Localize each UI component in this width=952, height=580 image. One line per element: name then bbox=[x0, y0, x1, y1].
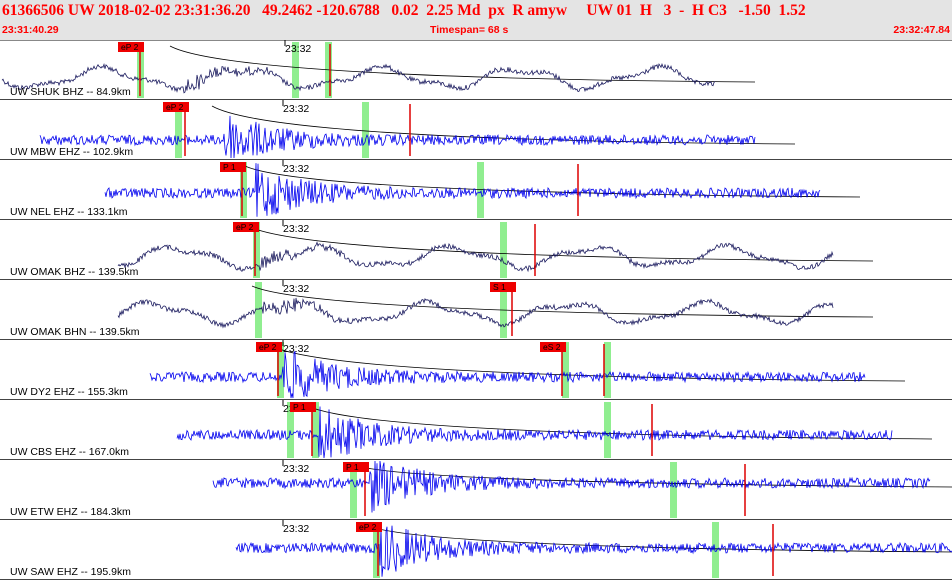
time-mark-label: 23:32 bbox=[283, 463, 309, 475]
station-label: UW DY2 EHZ -- 155.3km bbox=[10, 386, 128, 398]
end-time-label: 23:32:47.84 bbox=[893, 24, 950, 36]
station-label: UW ETW EHZ -- 184.3km bbox=[10, 506, 131, 518]
trace-row[interactable]: 23:32 eP 2 UW OMAK BHZ -- 139.5km bbox=[0, 220, 952, 280]
pick-window bbox=[373, 522, 380, 578]
pick-window bbox=[670, 462, 677, 518]
travel-time-curve bbox=[271, 345, 906, 382]
phase-pick-label: P 1 bbox=[293, 402, 306, 412]
timespan-label: Timespan= 68 s bbox=[430, 24, 509, 36]
pick-window bbox=[477, 162, 484, 218]
trace-row[interactable]: 23:32 P 1 UW ETW EHZ -- 184.3km bbox=[0, 460, 952, 520]
time-mark-label: 23:32 bbox=[283, 223, 309, 235]
pick-window bbox=[362, 102, 369, 158]
pick-window bbox=[287, 402, 294, 458]
pick-window bbox=[253, 222, 260, 278]
station-label: UW SAW EHZ -- 195.9km bbox=[10, 566, 131, 578]
phase-pick-label: P 1 bbox=[223, 162, 236, 172]
travel-time-curve bbox=[251, 285, 874, 318]
trace-row[interactable]: 23:32P 1UW CBS EHZ -- 167.0km bbox=[0, 400, 952, 460]
phase-pick-tag[interactable] bbox=[540, 342, 566, 352]
waveform-trace bbox=[117, 241, 834, 273]
travel-time-curve bbox=[169, 45, 756, 83]
time-mark-label: 23:32 bbox=[283, 283, 309, 295]
travel-time-curve bbox=[307, 405, 933, 440]
waveform-trace bbox=[39, 115, 756, 159]
pick-window bbox=[350, 462, 357, 518]
phase-pick-label: eP 2 bbox=[359, 522, 377, 532]
pick-window bbox=[255, 282, 262, 338]
pick-window bbox=[175, 102, 182, 158]
pick-window bbox=[292, 42, 299, 98]
pick-window bbox=[312, 402, 319, 458]
travel-time-curve bbox=[367, 525, 952, 553]
seismogram-panel[interactable]: 23:32 eP 2 UW SHUK BHZ -- 84.9km 23:32 eP 2 U… bbox=[0, 40, 952, 580]
trace-row[interactable]: 23:32 eP 2 UW SHUK BHZ -- 84.9km bbox=[0, 40, 952, 100]
pick-window bbox=[712, 522, 719, 578]
waveform-trace bbox=[235, 525, 952, 577]
pick-window bbox=[277, 342, 284, 398]
time-mark-label: 23:32 bbox=[283, 103, 309, 115]
phase-pick-label: eP 2 bbox=[259, 342, 277, 352]
pick-window bbox=[500, 222, 507, 278]
trace-row[interactable]: 23:32 P 1 UW NEL EHZ -- 133.1km bbox=[0, 160, 952, 220]
travel-time-curve bbox=[244, 165, 861, 198]
pick-window bbox=[240, 162, 247, 218]
waveform-trace bbox=[1, 62, 716, 94]
trace-row[interactable]: 23:32 S 1 UW OMAK BHN -- 139.5km bbox=[0, 280, 952, 340]
phase-pick-tag[interactable] bbox=[290, 402, 316, 412]
time-mark-label: 23:32 bbox=[283, 523, 309, 535]
station-label: UW OMAK BHZ -- 139.5km bbox=[10, 266, 139, 278]
pick-window bbox=[562, 342, 569, 398]
event-header-bar: 61366506 UW 2018-02-02 23:31:36.20 49.24… bbox=[0, 0, 952, 41]
phase-pick-tag[interactable] bbox=[343, 462, 369, 472]
phase-pick-tag[interactable] bbox=[163, 102, 189, 112]
station-label: UW OMAK BHN -- 139.5km bbox=[10, 326, 140, 338]
phase-pick-label: eP 2 bbox=[121, 42, 139, 52]
waveform-trace bbox=[104, 163, 821, 217]
waveform-trace bbox=[117, 297, 834, 329]
phase-pick-label: eS 2 bbox=[543, 342, 561, 352]
station-label: UW NEL EHZ -- 133.1km bbox=[10, 206, 128, 218]
pick-window bbox=[604, 402, 611, 458]
waveform-trace bbox=[176, 406, 893, 459]
phase-pick-label: S 1 bbox=[493, 282, 506, 292]
station-label: UW CBS EHZ -- 167.0km bbox=[10, 446, 129, 458]
phase-pick-tag[interactable] bbox=[256, 342, 282, 352]
time-mark-label: 23:32 bbox=[285, 43, 311, 55]
phase-pick-label: P 1 bbox=[346, 462, 359, 472]
pick-window bbox=[604, 342, 611, 398]
trace-row[interactable]: 23:32 eP 2 UW SAW EHZ -- 195.9km bbox=[0, 520, 952, 580]
phase-pick-label: eP 2 bbox=[166, 102, 184, 112]
start-time-label: 23:31:40.29 bbox=[2, 24, 59, 36]
travel-time-curve bbox=[247, 225, 874, 262]
trace-row[interactable]: 23:32 eP 2 UW MBW EHZ -- 102.9km bbox=[0, 100, 952, 160]
phase-pick-tag[interactable] bbox=[118, 42, 144, 52]
event-summary-line: 61366506 UW 2018-02-02 23:31:36.20 49.24… bbox=[2, 2, 806, 19]
phase-pick-tag[interactable] bbox=[356, 522, 382, 532]
phase-pick-tag[interactable] bbox=[220, 162, 246, 172]
phase-pick-tag[interactable] bbox=[233, 222, 259, 232]
time-mark-label: 23:32 bbox=[283, 163, 309, 175]
phase-pick-label: eP 2 bbox=[236, 222, 254, 232]
station-label: UW SHUK BHZ -- 84.9km bbox=[10, 86, 131, 98]
phase-pick-tag[interactable] bbox=[490, 282, 516, 292]
station-label: UW MBW EHZ -- 102.9km bbox=[10, 146, 133, 158]
waveform-trace bbox=[212, 460, 931, 513]
waveform-trace bbox=[149, 351, 866, 399]
